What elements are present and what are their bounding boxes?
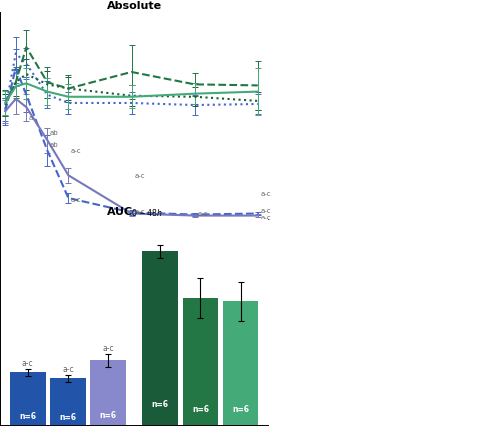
Bar bbox=[222, 302, 258, 425]
Text: a-c: a-c bbox=[198, 210, 208, 217]
Text: ab: ab bbox=[50, 130, 58, 135]
Bar bbox=[142, 252, 178, 425]
Text: n=6: n=6 bbox=[232, 404, 249, 413]
Text: a-c: a-c bbox=[134, 173, 145, 179]
Title: Absolute: Absolute bbox=[106, 1, 162, 11]
Text: a-c: a-c bbox=[260, 214, 271, 220]
Text: n=6: n=6 bbox=[100, 410, 116, 419]
Text: a-c: a-c bbox=[260, 191, 271, 197]
Text: a-c: a-c bbox=[71, 148, 82, 154]
Text: n=6: n=6 bbox=[60, 411, 76, 421]
Text: a-c: a-c bbox=[22, 358, 34, 367]
Text: a-c: a-c bbox=[260, 207, 271, 214]
Text: a-c: a-c bbox=[71, 197, 82, 203]
Title: AUC$_{0-48h}$: AUC$_{0-48h}$ bbox=[106, 205, 162, 219]
Text: a-c: a-c bbox=[62, 364, 74, 373]
Legend: Acthar Gel 10 IU/kg, n=6, Acthar Gel 40 IU/kg, n=6, Acthar Gel 400 IU/kg, n=6, S: Acthar Gel 10 IU/kg, n=6, Acthar Gel 40 … bbox=[273, 76, 448, 135]
Bar bbox=[50, 378, 86, 425]
Bar bbox=[182, 299, 218, 425]
Text: a: a bbox=[29, 115, 33, 121]
Text: a-c: a-c bbox=[134, 208, 145, 214]
Text: ab: ab bbox=[50, 142, 58, 148]
Text: a-c: a-c bbox=[102, 343, 114, 352]
Text: n=6: n=6 bbox=[20, 411, 36, 420]
Text: n=6: n=6 bbox=[192, 404, 209, 413]
X-axis label: Hours: Hours bbox=[118, 243, 150, 253]
Text: n=6: n=6 bbox=[152, 399, 169, 408]
Bar bbox=[90, 361, 126, 425]
Bar bbox=[10, 372, 46, 425]
